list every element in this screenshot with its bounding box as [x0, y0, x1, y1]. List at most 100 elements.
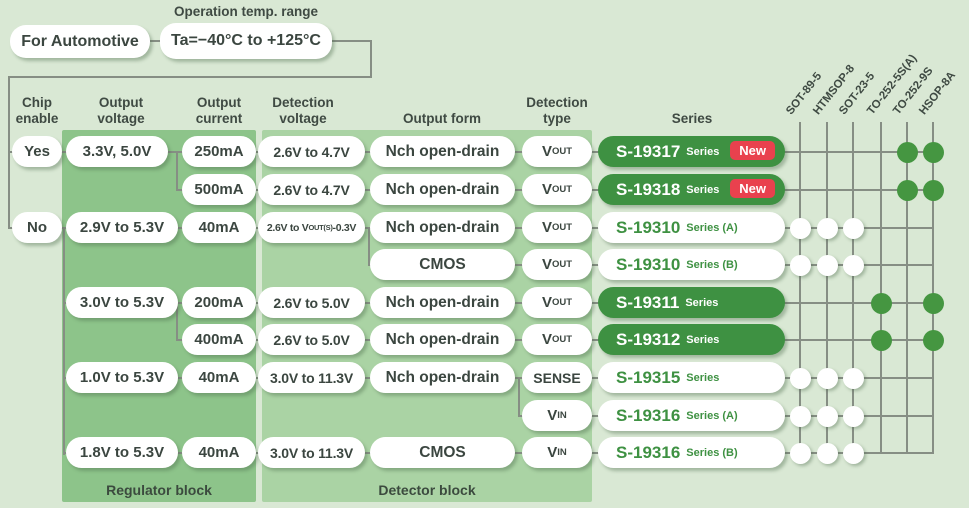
detection-voltage-pill: 2.6V to 4.7V: [258, 136, 365, 167]
series-suffix: Series (A): [686, 221, 738, 234]
series-suffix: Series: [686, 333, 720, 346]
output-form-pill: Nch open-drain: [370, 324, 515, 355]
series-suffix: Series (B): [686, 446, 738, 459]
package-availability-dot: [816, 405, 838, 427]
package-availability-dot: [789, 254, 811, 276]
output-current-pill: 40mA: [182, 362, 256, 393]
package-availability-dot: [922, 179, 944, 201]
column-header-detection-voltage: Detection voltage: [272, 95, 334, 126]
output-current-pill: 500mA: [182, 174, 256, 205]
connector-line: [370, 40, 372, 78]
package-availability-dot: [789, 367, 811, 389]
series-name: S-19315: [616, 367, 681, 387]
detection-type-text: V: [547, 444, 558, 461]
series-suffix: Series: [686, 145, 720, 158]
series-suffix: Series (A): [686, 409, 738, 422]
output-form-pill: CMOS: [370, 437, 515, 468]
output-current-pill: 200mA: [182, 287, 256, 318]
package-availability-dot: [896, 179, 918, 201]
package-availability-dot: [842, 367, 864, 389]
connector-line: [518, 377, 520, 417]
package-grid-line: [826, 122, 828, 454]
detection-type-text: V: [541, 294, 552, 311]
series-suffix: Series (B): [686, 258, 738, 271]
detection-voltage-subscript: OUT(S): [308, 223, 333, 232]
detection-type-pill: V OUT: [522, 249, 592, 280]
detection-type-subscript: OUT: [551, 222, 573, 233]
detection-voltage-pill: 2.6V to V OUT(S) -0.3V: [258, 212, 365, 243]
operation-temp-label: Operation temp. range: [173, 4, 319, 19]
package-availability-dot: [922, 292, 944, 314]
detection-voltage-pill: 2.6V to 5.0V: [258, 324, 365, 355]
detection-type-text: V: [541, 256, 552, 273]
new-badge: New: [730, 141, 775, 160]
output-form-pill: Nch open-drain: [370, 212, 515, 243]
detection-type-subscript: OUT: [551, 334, 573, 345]
detection-voltage-pill: 3.0V to 11.3V: [258, 437, 365, 468]
package-availability-dot: [816, 367, 838, 389]
chip-enable-no-pill: No: [12, 212, 62, 243]
detection-type-pill: V OUT: [522, 212, 592, 243]
detection-type-text: V: [541, 219, 552, 236]
column-header-detection-type: Detection type: [526, 95, 588, 126]
detection-type-pill: V IN: [522, 437, 592, 468]
package-grid-line: [880, 122, 882, 454]
column-header-output-form: Output form: [403, 111, 481, 126]
detection-voltage-pill: 2.6V to 4.7V: [258, 174, 365, 205]
package-availability-dot: [816, 217, 838, 239]
detection-voltage-text: 2.6V to V: [266, 221, 309, 234]
series-name: S-19311: [616, 292, 680, 312]
package-grid-line: [852, 122, 854, 454]
package-availability-dot: [816, 254, 838, 276]
for-automotive-pill: For Automotive: [10, 25, 150, 58]
output-form-pill: Nch open-drain: [370, 136, 515, 167]
output-current-pill: 40mA: [182, 437, 256, 468]
output-voltage-pill: 3.0V to 5.3V: [66, 287, 178, 318]
column-header-output-voltage: Output voltage: [97, 95, 145, 126]
detection-type-subscript: IN: [557, 447, 567, 458]
series-pill-s19310a: S-19310 Series (A): [598, 212, 785, 243]
connector-line: [8, 76, 372, 78]
chip-enable-yes-pill: Yes: [12, 136, 62, 167]
detection-type-text: V: [541, 331, 552, 348]
detection-voltage-pill: 3.0V to 11.3V: [258, 362, 365, 393]
new-badge: New: [730, 179, 775, 198]
package-availability-dot: [842, 405, 864, 427]
connector-line: [150, 40, 162, 42]
series-name: S-19316: [616, 442, 681, 462]
series-pill-s19310b: S-19310 Series (B): [598, 249, 785, 280]
package-availability-dot: [842, 442, 864, 464]
detection-type-pill: V OUT: [522, 324, 592, 355]
connector-line: [176, 151, 178, 191]
detection-type-pill: V OUT: [522, 136, 592, 167]
regulator-block-label: Regulator block: [106, 482, 212, 498]
output-voltage-pill: 3.3V, 5.0V: [66, 136, 168, 167]
package-availability-dot: [870, 292, 892, 314]
detection-type-subscript: OUT: [551, 297, 573, 308]
connector-line: [176, 302, 178, 341]
series-name: S-19317: [616, 141, 681, 161]
output-form-pill: Nch open-drain: [370, 362, 515, 393]
package-availability-dot: [816, 442, 838, 464]
package-grid-line: [932, 122, 934, 454]
detector-block-label: Detector block: [378, 482, 476, 498]
series-name: S-19318: [616, 179, 681, 199]
detection-type-text: V: [541, 143, 552, 160]
output-voltage-pill: 1.8V to 5.3V: [66, 437, 178, 468]
detection-type-subscript: IN: [557, 410, 567, 421]
package-grid-line: [906, 122, 908, 454]
package-availability-dot: [842, 217, 864, 239]
detection-type-pill: V OUT: [522, 174, 592, 205]
series-pill-s19316b: S-19316 Series (B): [598, 437, 785, 468]
detection-type-text: V: [541, 181, 552, 198]
detection-type-pill: V IN: [522, 400, 592, 431]
detection-type-subscript: OUT: [551, 259, 573, 270]
package-availability-dot: [922, 329, 944, 351]
output-voltage-pill: 1.0V to 5.3V: [66, 362, 178, 393]
package-availability-dot: [789, 405, 811, 427]
series-suffix: Series: [686, 371, 720, 384]
column-header-chip-enable: Chip enable: [15, 95, 59, 126]
detection-type-text: V: [547, 407, 558, 424]
output-form-pill: Nch open-drain: [370, 174, 515, 205]
